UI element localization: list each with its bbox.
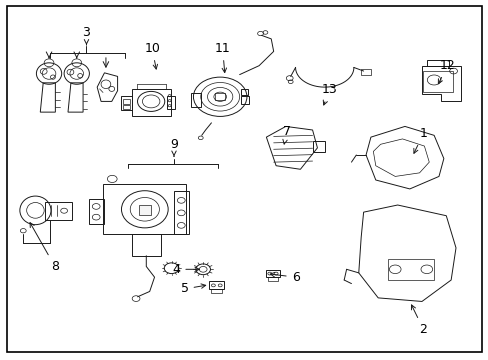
Bar (191, 93, 201, 107)
Bar (423, 71, 452, 93)
Bar (211, 289, 222, 293)
Text: 6: 6 (270, 271, 299, 284)
Text: 4: 4 (172, 263, 199, 276)
Text: 9: 9 (170, 138, 178, 156)
Text: 3: 3 (82, 26, 90, 45)
Bar (387, 258, 433, 280)
Text: 8: 8 (30, 222, 59, 273)
Text: 1: 1 (413, 127, 427, 153)
Bar (131, 234, 161, 256)
Bar (174, 192, 188, 234)
Bar (215, 93, 224, 100)
Bar (45, 202, 72, 220)
Text: 12: 12 (437, 59, 455, 84)
Text: 11: 11 (214, 42, 230, 73)
Bar (139, 204, 150, 215)
Bar (103, 184, 186, 234)
Bar (166, 96, 175, 109)
Bar (312, 141, 324, 152)
Text: 7: 7 (282, 125, 290, 144)
Text: 2: 2 (410, 305, 427, 336)
Bar (209, 281, 224, 289)
Text: 10: 10 (144, 42, 160, 69)
Bar (122, 105, 130, 109)
Bar (240, 89, 247, 95)
Bar (267, 277, 277, 281)
Bar (131, 89, 170, 116)
Bar (361, 69, 370, 75)
Text: 13: 13 (321, 84, 337, 105)
Bar (121, 96, 131, 111)
Bar (122, 99, 130, 104)
Bar (240, 96, 249, 104)
Text: 5: 5 (180, 283, 205, 296)
Bar (89, 199, 104, 224)
Bar (266, 270, 280, 277)
